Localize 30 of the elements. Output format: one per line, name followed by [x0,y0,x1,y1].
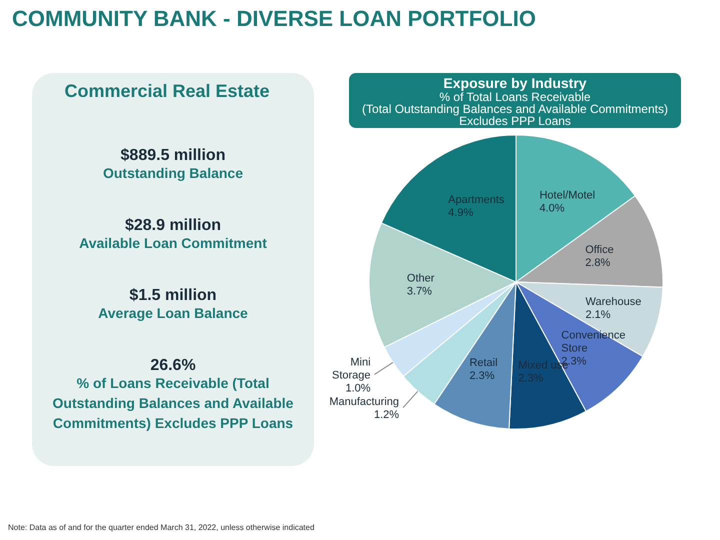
chart-subtitle: % of Total Loans Receivable (Total Outstanding Balances and Available Commitments) Excludes PPP Loans [362,90,668,128]
text: Note: Data as of and for the quarter ended March 31, 2022, unless otherwise indicated [8,523,314,532]
data-label: 2.1% [586,308,611,321]
slice-label: Manufacturing [329,396,400,408]
text: $889.5 million [120,147,226,164]
data-label: 3.7% [406,286,432,298]
slice-label: Warehouse [586,296,642,308]
text: $28.9 million [124,217,222,234]
slice-label: Apartments [448,194,505,206]
data-label: 1.0% [345,382,371,394]
text: % of Loans Receivable (Total Outstanding Balances and Available Commitments) Excludes PPP Loans [52,375,294,431]
data-label: 2.8% [585,256,610,269]
text: Outstanding Balance [102,165,244,181]
chart-title: Exposure by Industry [443,75,587,91]
slice-label: Office [585,244,614,256]
slice-label: Hotel/Motel [539,189,596,202]
slice-label: Other [406,272,435,285]
text: $1.5 million [129,287,217,304]
data-label: 2.3% [469,370,495,382]
slice-label: Retail [469,357,498,370]
text: Average Loan Balance [98,305,248,321]
data-label: 2.3% [518,372,544,384]
text: 26.6% [150,357,196,374]
data-label: 4.9% [448,207,474,220]
text: COMMUNITY BANK - DIVERSE LOAN PORTFOLIO [12,6,536,31]
data-label: 4.0% [539,202,565,214]
text: Available Loan Commitment [79,235,268,251]
text: Commercial Real Estate [64,81,270,101]
data-label: 1.2% [374,409,400,422]
slice-label: Mini Storage [332,356,371,382]
